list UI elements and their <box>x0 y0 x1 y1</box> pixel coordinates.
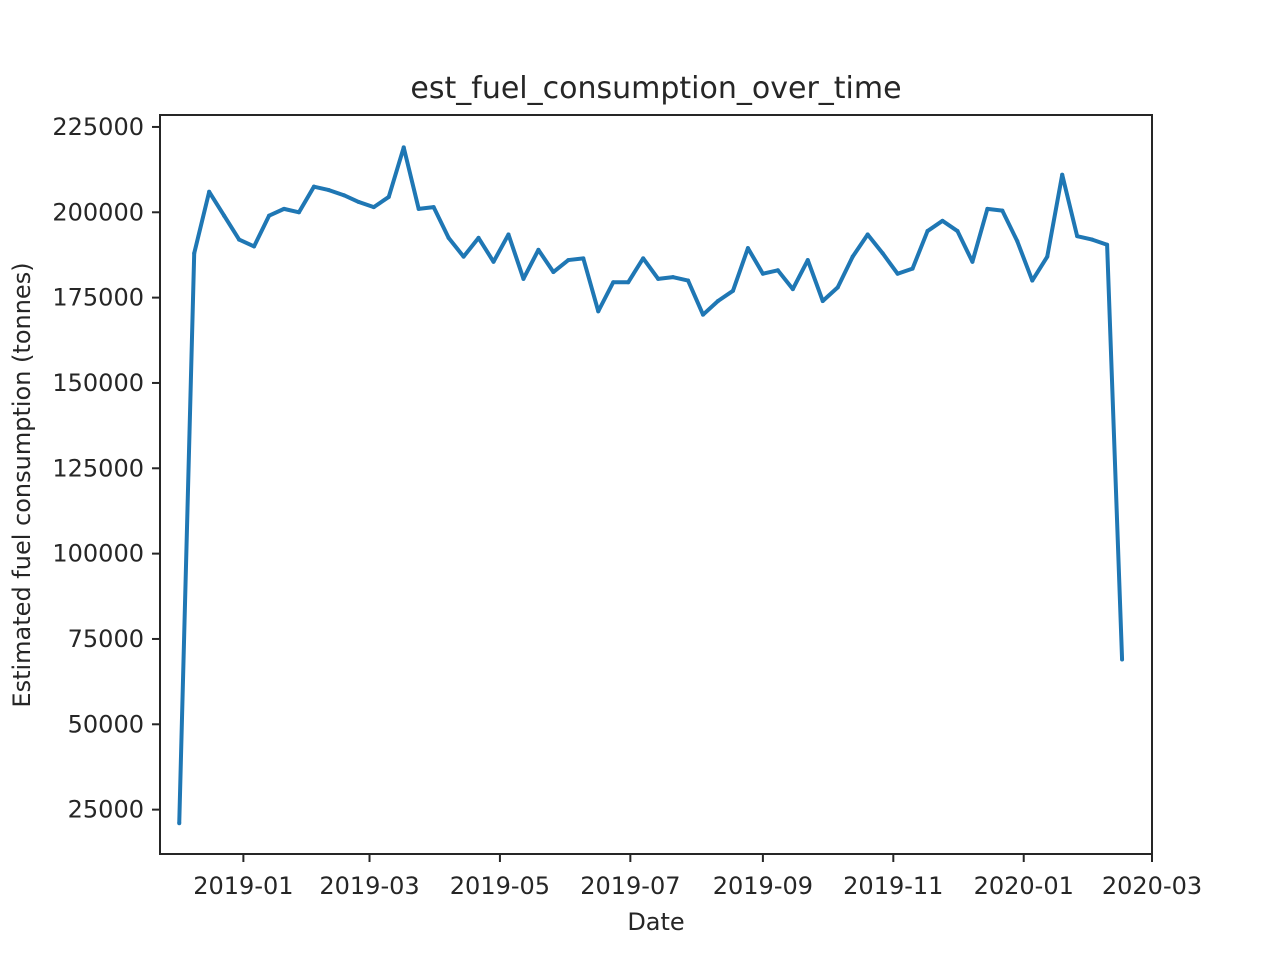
data-point <box>177 821 182 826</box>
data-point <box>1015 239 1020 244</box>
data-point <box>192 251 197 256</box>
x-tick-label: 2019-07 <box>580 872 680 900</box>
data-point <box>311 184 316 189</box>
data-point <box>1105 242 1110 247</box>
data-point <box>985 206 990 211</box>
data-point <box>1090 237 1095 242</box>
data-point <box>551 270 556 275</box>
data-point <box>970 259 975 264</box>
data-point <box>940 218 945 223</box>
data-point <box>371 205 376 210</box>
y-tick-label: 50000 <box>68 710 144 738</box>
data-point <box>790 287 795 292</box>
data-point <box>237 237 242 242</box>
x-tick-label: 2019-05 <box>450 872 550 900</box>
data-point <box>282 206 286 211</box>
data-point <box>401 145 406 150</box>
plot-area <box>177 145 1125 826</box>
data-point <box>745 246 750 251</box>
data-point <box>805 258 810 263</box>
data-point <box>1120 657 1125 662</box>
data-point <box>865 232 870 237</box>
data-point <box>252 244 257 249</box>
data-point <box>880 251 885 256</box>
data-point <box>207 189 212 194</box>
x-axis: 2019-01 2019-03 2019-05 2019-07 2019-09 2019-… <box>193 854 1202 900</box>
series-line <box>177 145 1125 824</box>
data-point <box>760 271 765 276</box>
data-point <box>476 235 481 240</box>
data-point <box>431 205 436 210</box>
y-tick-label: 200000 <box>52 198 144 226</box>
data-point <box>222 213 227 218</box>
data-point <box>626 280 631 285</box>
data-point <box>341 193 346 198</box>
data-point <box>671 275 676 280</box>
data-point <box>820 299 825 304</box>
x-tick-label: 2020-01 <box>974 872 1074 900</box>
data-point <box>461 254 466 259</box>
data-point <box>521 276 526 281</box>
y-tick-label: 100000 <box>52 540 144 568</box>
data-point <box>775 268 780 273</box>
y-tick-label: 125000 <box>52 454 144 482</box>
data-point <box>566 258 571 263</box>
data-point <box>326 188 331 193</box>
y-tick-label: 75000 <box>68 625 144 653</box>
data-point <box>1045 254 1050 259</box>
data-point <box>656 276 661 281</box>
data-point <box>910 266 915 271</box>
data-point <box>925 229 930 234</box>
data-point <box>386 194 391 199</box>
chart-title: est_fuel_consumption_over_time <box>410 71 901 106</box>
x-axis-label: Date <box>627 908 684 936</box>
data-point <box>1000 208 1005 213</box>
y-tick-label: 25000 <box>68 796 144 824</box>
y-tick-label: 225000 <box>52 113 144 141</box>
data-point <box>446 235 451 240</box>
data-point <box>895 271 900 276</box>
data-point <box>1060 172 1065 177</box>
data-point <box>955 229 960 234</box>
data-point <box>491 259 496 264</box>
data-point <box>701 312 706 317</box>
data-point <box>1075 234 1080 239</box>
data-point <box>536 247 541 252</box>
data-point <box>611 280 616 285</box>
data-point <box>1030 278 1035 283</box>
data-point <box>356 200 361 205</box>
x-tick-label: 2020-03 <box>1102 872 1202 900</box>
data-point <box>716 299 720 304</box>
x-tick-label: 2019-11 <box>843 872 943 900</box>
data-point <box>730 288 735 293</box>
y-tick-label: 150000 <box>52 369 144 397</box>
data-point <box>835 285 840 290</box>
data-point <box>596 309 601 314</box>
data-point <box>296 210 301 215</box>
data-point <box>850 254 855 259</box>
data-point <box>416 206 421 211</box>
x-tick-label: 2019-03 <box>319 872 419 900</box>
data-point <box>581 256 586 261</box>
axes-frame <box>159 114 1153 855</box>
y-axis-label: Estimated fuel consumption (tonnes) <box>8 262 36 707</box>
x-tick-label: 2019-09 <box>713 872 813 900</box>
data-point <box>506 232 511 237</box>
y-tick-label: 175000 <box>52 284 144 312</box>
y-axis: 25000 50000 75000 100000 125000 150000 175000 2… <box>52 113 160 824</box>
data-point <box>686 278 691 283</box>
data-point <box>267 213 272 218</box>
x-tick-label: 2019-01 <box>193 872 293 900</box>
data-point <box>641 256 646 261</box>
